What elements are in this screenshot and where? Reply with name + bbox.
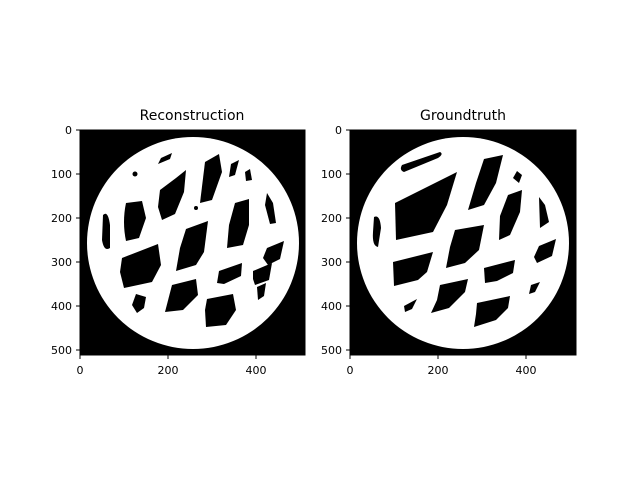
panel-groundtruth: Groundtruth bbox=[321, 108, 577, 377]
y-tick-label: 300 bbox=[321, 256, 342, 269]
y-axis: 0 100 200 300 400 500 bbox=[51, 124, 80, 357]
groundtruth-image bbox=[350, 130, 576, 355]
y-tick-label: 200 bbox=[321, 212, 342, 225]
panel-reconstruction: Reconstruction bbox=[51, 108, 306, 377]
y-tick-label: 0 bbox=[335, 124, 342, 137]
y-tick-label: 400 bbox=[321, 300, 342, 313]
y-tick-label: 400 bbox=[51, 300, 72, 313]
x-axis: 0 200 400 bbox=[77, 355, 267, 377]
y-tick-label: 500 bbox=[51, 344, 72, 357]
y-tick-label: 300 bbox=[51, 256, 72, 269]
y-tick-label: 100 bbox=[321, 168, 342, 181]
y-tick-label: 100 bbox=[51, 168, 72, 181]
y-axis: 0 100 200 300 400 500 bbox=[321, 124, 350, 357]
y-tick-label: 0 bbox=[65, 124, 72, 137]
x-tick-label: 200 bbox=[428, 364, 449, 377]
y-tick-label: 200 bbox=[51, 212, 72, 225]
x-tick-label: 0 bbox=[77, 364, 84, 377]
y-tick-label: 500 bbox=[321, 344, 342, 357]
reconstruction-image bbox=[80, 130, 305, 355]
x-tick-label: 400 bbox=[516, 364, 537, 377]
panel-title: Groundtruth bbox=[420, 108, 506, 124]
x-tick-label: 400 bbox=[246, 364, 267, 377]
panel-title: Reconstruction bbox=[140, 108, 245, 124]
x-tick-label: 200 bbox=[158, 364, 179, 377]
x-axis: 0 200 400 bbox=[347, 355, 537, 377]
x-tick-label: 0 bbox=[347, 364, 354, 377]
